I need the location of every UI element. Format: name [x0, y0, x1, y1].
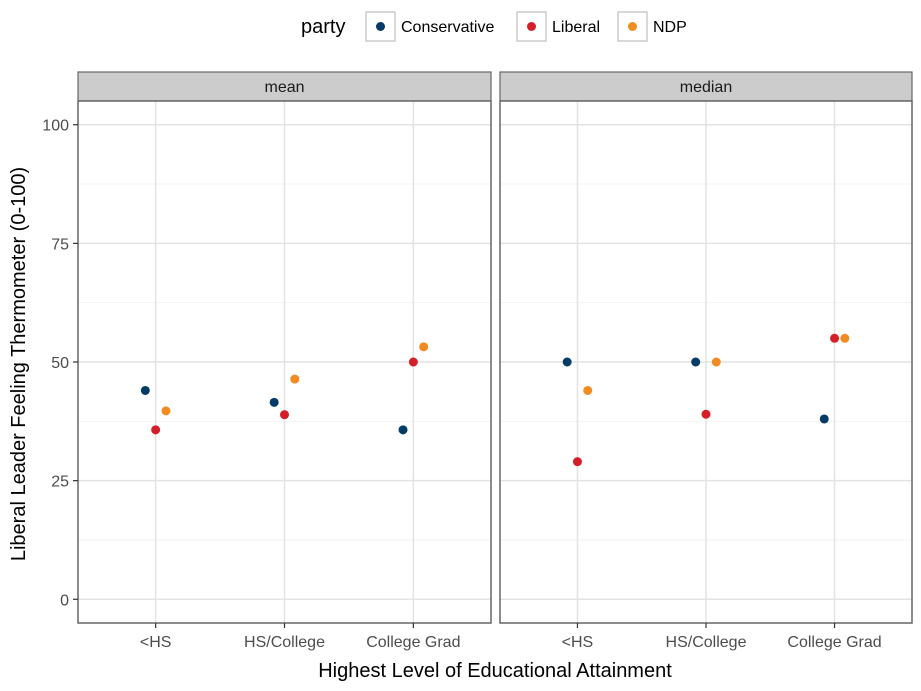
point-ndp-mean: [161, 406, 171, 416]
panel-median: median: [499, 71, 913, 624]
x-tick-label: College Grad: [366, 634, 460, 651]
y-tick-label: 50: [51, 355, 69, 372]
point-conservative-median: [562, 357, 572, 367]
point-ndp-mean: [290, 374, 300, 384]
legend-marker: [527, 22, 536, 31]
point-liberal-mean: [280, 410, 289, 420]
point-liberal-median: [701, 409, 711, 419]
legend-label: Conservative: [401, 19, 494, 36]
legend-item-liberal: Liberal: [516, 11, 600, 42]
facet-label: mean: [264, 79, 304, 96]
y-tick-label: 0: [60, 592, 69, 609]
x-tick-label: HS/College: [244, 634, 325, 651]
point-conservative-mean: [269, 397, 279, 407]
point-conservative-median: [819, 414, 829, 424]
point-liberal-mean: [408, 357, 418, 367]
y-tick-label: 75: [51, 236, 69, 253]
point-ndp-median: [711, 357, 721, 367]
facet-strip: [77, 71, 492, 102]
panel-mean: mean: [77, 71, 492, 624]
facet-label: median: [680, 79, 732, 96]
x-tick-label: <HS: [562, 634, 594, 651]
legend-marker: [376, 22, 385, 31]
point-conservative-mean: [140, 385, 150, 395]
legend: party Conservative Liberal NDP: [301, 11, 687, 42]
point-liberal-median: [830, 333, 840, 343]
point-ndp-median: [583, 385, 593, 395]
point-liberal-mean: [151, 425, 161, 435]
legend-label: Liberal: [552, 19, 600, 36]
legend-marker: [628, 22, 637, 31]
y-tick-label: 25: [51, 474, 69, 491]
point-liberal-median: [572, 457, 582, 467]
point-ndp-median: [840, 333, 850, 343]
point-ndp-mean: [419, 342, 429, 352]
point-conservative-mean: [398, 425, 408, 435]
legend-key: [365, 11, 396, 42]
legend-title: party: [301, 16, 345, 38]
y-tick-label: 100: [42, 118, 69, 135]
x-tick-label: College Grad: [787, 634, 881, 651]
legend-item-ndp: NDP: [617, 11, 687, 42]
point-conservative-median: [691, 357, 701, 367]
x-axis-title: Highest Level of Educational Attainment: [318, 660, 672, 682]
x-tick-label: HS/College: [666, 634, 747, 651]
y-axis-title: Liberal Leader Feeling Thermometer (0-10…: [8, 167, 30, 561]
legend-label: NDP: [653, 19, 687, 36]
legend-item-conservative: Conservative: [365, 11, 494, 42]
x-tick-label: <HS: [140, 634, 172, 651]
